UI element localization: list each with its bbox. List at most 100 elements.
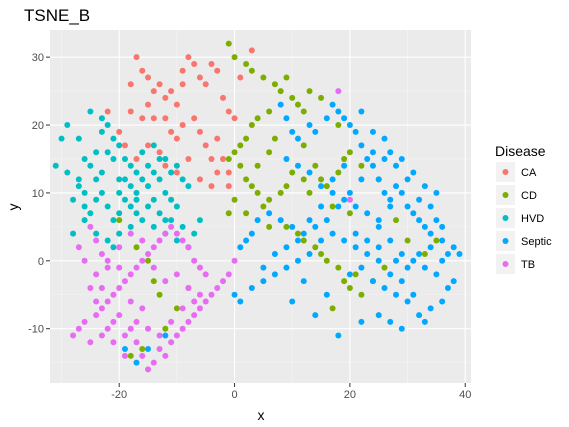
point-ca — [196, 74, 203, 81]
point-septic — [410, 210, 417, 217]
point-septic — [335, 203, 342, 210]
point-hvd — [110, 217, 117, 224]
point-septic — [387, 196, 394, 203]
point-hvd — [133, 169, 140, 176]
point-hvd — [116, 230, 123, 237]
point-septic — [335, 108, 342, 115]
point-ca — [173, 101, 180, 108]
data-points — [52, 40, 463, 373]
point-tb — [145, 366, 152, 373]
point-tb — [162, 278, 169, 285]
point-hvd — [93, 149, 100, 156]
point-septic — [433, 271, 440, 278]
point-septic — [312, 223, 319, 230]
point-septic — [433, 217, 440, 224]
point-septic — [243, 237, 250, 244]
point-tb — [179, 305, 186, 312]
point-cd — [300, 108, 307, 115]
point-septic — [416, 251, 423, 258]
point-tb — [127, 230, 134, 237]
point-tb — [93, 271, 100, 278]
point-hvd — [139, 217, 146, 224]
point-cd — [294, 101, 301, 108]
point-tb — [150, 359, 157, 366]
point-septic — [289, 128, 296, 135]
point-cd — [393, 217, 400, 224]
point-septic — [346, 189, 353, 196]
point-hvd — [179, 176, 186, 183]
point-septic — [358, 318, 365, 325]
point-cd — [346, 149, 353, 156]
point-ca — [127, 81, 134, 88]
point-septic — [145, 346, 152, 353]
point-cd — [312, 244, 319, 251]
point-cd — [346, 284, 353, 291]
legend-items: CA CD HVD Septic TB — [496, 162, 552, 274]
point-tb — [196, 291, 203, 298]
x-tick-label: 0 — [231, 389, 237, 401]
point-septic — [335, 332, 342, 339]
point-septic — [312, 312, 319, 319]
point-hvd — [162, 217, 169, 224]
point-septic — [364, 251, 371, 258]
point-tb — [104, 325, 111, 332]
point-cd — [254, 162, 261, 169]
point-cd — [260, 74, 267, 81]
point-cd — [266, 223, 273, 230]
point-septic — [416, 196, 423, 203]
point-septic — [456, 251, 463, 258]
point-hvd — [93, 196, 100, 203]
point-tb — [191, 298, 198, 305]
point-septic — [421, 318, 428, 325]
point-hvd — [116, 210, 123, 217]
point-cd — [133, 244, 140, 251]
point-septic — [294, 257, 301, 264]
point-septic — [404, 203, 411, 210]
point-septic — [306, 251, 313, 258]
point-septic — [283, 115, 290, 122]
legend-label-tb: TB — [521, 259, 535, 271]
point-septic — [352, 128, 359, 135]
legend-label-septic: Septic — [521, 236, 552, 248]
point-ca — [139, 67, 146, 74]
point-tb — [104, 264, 111, 271]
point-tb — [173, 332, 180, 339]
point-septic — [387, 149, 394, 156]
point-ca — [237, 74, 244, 81]
point-septic — [427, 244, 434, 251]
point-tb — [150, 244, 157, 251]
point-ca — [196, 176, 203, 183]
point-ca — [225, 108, 232, 115]
point-hvd — [162, 155, 169, 162]
point-ca — [145, 101, 152, 108]
point-septic — [277, 217, 284, 224]
point-septic — [369, 278, 376, 285]
point-septic — [450, 278, 457, 285]
point-ca — [214, 135, 221, 142]
point-ca — [208, 183, 215, 190]
point-ca — [179, 81, 186, 88]
point-hvd — [168, 217, 175, 224]
point-hvd — [75, 176, 82, 183]
point-hvd — [145, 203, 152, 210]
point-tb — [185, 284, 192, 291]
point-hvd — [173, 162, 180, 169]
point-septic — [283, 155, 290, 162]
point-septic — [271, 271, 278, 278]
legend: Disease CA CD HVD Septic TB — [495, 143, 552, 274]
point-cd — [283, 74, 290, 81]
point-septic — [358, 108, 365, 115]
point-hvd — [145, 162, 152, 169]
point-septic — [341, 237, 348, 244]
point-cd — [335, 169, 342, 176]
point-hvd — [81, 203, 88, 210]
point-tb — [346, 196, 353, 203]
point-septic — [421, 264, 428, 271]
point-tb — [145, 251, 152, 258]
point-hvd — [70, 196, 77, 203]
point-septic — [444, 251, 451, 258]
point-ca — [231, 115, 238, 122]
point-septic — [162, 332, 169, 339]
legend-swatch-hvd — [502, 215, 509, 221]
point-hvd — [93, 230, 100, 237]
